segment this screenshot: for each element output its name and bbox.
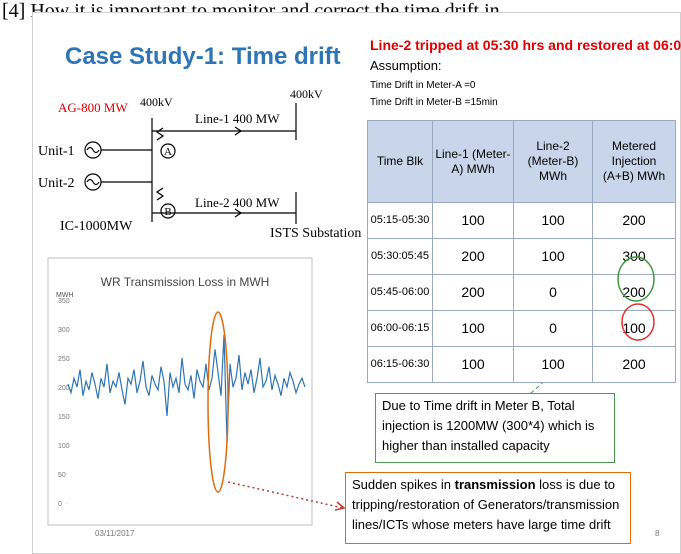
header-cell: Metered Injection (A+B) MWh	[592, 120, 676, 203]
event: Line-2 tripped at 05:30 hrs and restored…	[370, 37, 681, 53]
chart-frame	[47, 257, 313, 526]
unit-label: Unit-1	[38, 144, 75, 159]
cell: 0	[513, 310, 593, 347]
line-label: Line-1 400 MW	[195, 111, 280, 126]
unit-label: Unit-2	[38, 176, 75, 191]
note-green: Due to Time drift in Meter B, Total inje…	[375, 393, 615, 463]
cell: 300	[592, 238, 676, 275]
header-cell: Line-2 (Meter-B) MWh	[513, 120, 593, 203]
cell: 100	[432, 310, 514, 347]
cell: 100	[592, 310, 676, 347]
note-bold: transmission	[454, 477, 536, 492]
chart: 0 50 100 150 200 250 300 350	[58, 298, 306, 508]
header-cell: Line-1 (Meter-A) MWh	[432, 120, 514, 203]
meter-label: B	[164, 206, 171, 218]
cell: 200	[592, 346, 676, 383]
row: 05:45-06:00 200 0 200	[367, 274, 676, 311]
series-line	[67, 334, 306, 443]
row: 06:00-06:15 100 0 100	[367, 310, 676, 347]
y-axis-label: MWH	[56, 292, 74, 299]
row: 05:30:05:45 200 100 300	[367, 238, 676, 275]
bus-label: 400kV	[290, 87, 323, 101]
cell: 06:15-06:30	[367, 346, 433, 383]
cell: 05:15-05:30	[367, 202, 433, 239]
date: 03/11/2017	[95, 529, 135, 538]
generator-label: AG-800 MW	[58, 100, 128, 115]
line-label: Line-2 400 MW	[195, 195, 280, 210]
assumption: Time Drift in Meter-B =15min	[370, 97, 498, 108]
cell: 05:45-06:00	[367, 274, 433, 311]
chart-title: WR Transmission Loss in MWH	[101, 275, 270, 289]
spike-highlight	[207, 311, 229, 493]
cell: 200	[592, 202, 676, 239]
page-number: 8	[655, 529, 660, 538]
cell: 200	[432, 274, 514, 311]
y-tick-label: 300	[58, 327, 70, 334]
y-tick-label: 250	[58, 356, 70, 363]
note-orange: Sudden spikes in transmission loss is du…	[345, 472, 631, 544]
slide-title: Case Study-1: Time drift	[65, 43, 341, 70]
note-text: Sudden spikes in	[352, 477, 455, 492]
meter-label: A	[164, 146, 172, 158]
note-text: loss is due to tripping/restoration of G…	[352, 477, 620, 532]
cell: 200	[432, 238, 514, 275]
header-row: Time Blk Line-1 (Meter-A) MWh Line-2 (Mete…	[367, 120, 676, 203]
single-line-diagram	[84, 103, 297, 224]
y-tick-label: 150	[58, 414, 70, 421]
substation-label: ISTS Substation	[270, 226, 361, 241]
row: 06:15-06:30 100 100 200	[367, 346, 676, 383]
header-cell: Time Blk	[367, 120, 433, 203]
arrow-head	[334, 501, 346, 511]
y-tick-label: 0	[58, 501, 62, 508]
cell: 100	[513, 346, 593, 383]
ic-label: IC-1000MW	[60, 219, 133, 234]
assumption: Time Drift in Meter-A =0	[370, 80, 476, 91]
y-tick-label: 350	[58, 298, 70, 305]
cell: 100	[513, 238, 593, 275]
cell: 200	[592, 274, 676, 311]
cell: 100	[432, 202, 514, 239]
cell: 06:00-06:15	[367, 310, 433, 347]
cell: 100	[513, 202, 593, 239]
table: Time Blk Line-1 (Meter-A) MWh Line-2 (Mete…	[367, 120, 676, 383]
assumption-title: Assumption:	[370, 58, 442, 73]
cell: 0	[513, 274, 593, 311]
bus-label: 400kV	[140, 95, 173, 109]
cell: 100	[432, 346, 514, 383]
y-tick-label: 100	[58, 443, 70, 450]
y-tick-label: 200	[58, 385, 70, 392]
y-tick-label: 50	[58, 472, 66, 479]
cell: 05:30:05:45	[367, 238, 433, 275]
row: 05:15-05:30 100 100 200	[367, 202, 676, 239]
